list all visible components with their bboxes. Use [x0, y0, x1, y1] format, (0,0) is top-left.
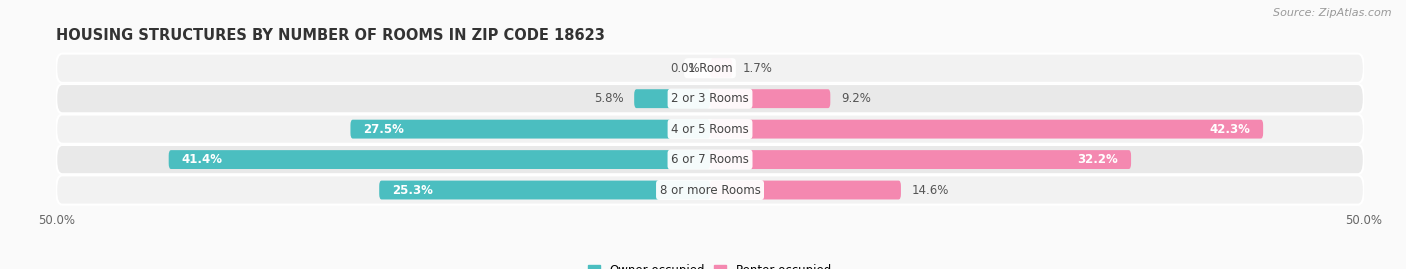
- Text: 8 or more Rooms: 8 or more Rooms: [659, 183, 761, 197]
- Text: 32.2%: 32.2%: [1077, 153, 1118, 166]
- Text: 2 or 3 Rooms: 2 or 3 Rooms: [671, 92, 749, 105]
- Text: 6 or 7 Rooms: 6 or 7 Rooms: [671, 153, 749, 166]
- FancyBboxPatch shape: [350, 120, 710, 139]
- FancyBboxPatch shape: [710, 180, 901, 200]
- FancyBboxPatch shape: [56, 84, 1364, 113]
- FancyBboxPatch shape: [380, 180, 710, 200]
- Legend: Owner-occupied, Renter-occupied: Owner-occupied, Renter-occupied: [588, 264, 832, 269]
- Text: 25.3%: 25.3%: [392, 183, 433, 197]
- Text: 27.5%: 27.5%: [364, 123, 405, 136]
- Text: 4 or 5 Rooms: 4 or 5 Rooms: [671, 123, 749, 136]
- FancyBboxPatch shape: [710, 59, 733, 78]
- Text: HOUSING STRUCTURES BY NUMBER OF ROOMS IN ZIP CODE 18623: HOUSING STRUCTURES BY NUMBER OF ROOMS IN…: [56, 28, 605, 43]
- FancyBboxPatch shape: [56, 145, 1364, 174]
- Text: 41.4%: 41.4%: [181, 153, 222, 166]
- Text: 1.7%: 1.7%: [742, 62, 772, 75]
- Text: 14.6%: 14.6%: [911, 183, 949, 197]
- Text: 42.3%: 42.3%: [1209, 123, 1250, 136]
- Text: 9.2%: 9.2%: [841, 92, 870, 105]
- FancyBboxPatch shape: [56, 175, 1364, 205]
- Text: 1 Room: 1 Room: [688, 62, 733, 75]
- FancyBboxPatch shape: [710, 120, 1263, 139]
- FancyBboxPatch shape: [56, 54, 1364, 83]
- Text: 5.8%: 5.8%: [595, 92, 624, 105]
- FancyBboxPatch shape: [710, 150, 1130, 169]
- FancyBboxPatch shape: [56, 115, 1364, 144]
- FancyBboxPatch shape: [710, 89, 831, 108]
- Text: Source: ZipAtlas.com: Source: ZipAtlas.com: [1274, 8, 1392, 18]
- FancyBboxPatch shape: [634, 89, 710, 108]
- Text: 0.0%: 0.0%: [669, 62, 700, 75]
- FancyBboxPatch shape: [169, 150, 710, 169]
